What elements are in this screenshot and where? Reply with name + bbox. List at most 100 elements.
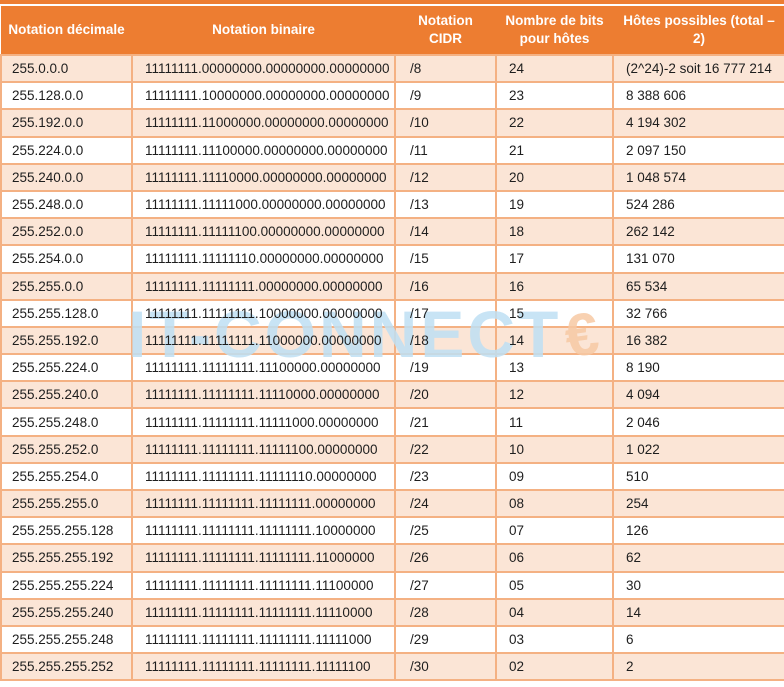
table-top-border	[0, 0, 784, 4]
subnet-mask-table: Notation décimale Notation binaire Notat…	[0, 6, 784, 682]
cell-notation-binaire: 11111111.11111111.00000000.00000000	[131, 271, 396, 301]
table-row: 255.255.255.224 11111111.11111111.111111…	[0, 570, 784, 600]
header-notation-cidr: Notation CIDR	[395, 6, 496, 55]
table-row: 255.255.255.128 11111111.11111111.111111…	[0, 516, 784, 546]
cell-notation-decimale: 255.128.0.0	[0, 81, 133, 111]
cell-hotes-possibles: 126	[612, 516, 784, 546]
cell-notation-decimale: 255.255.255.192	[0, 543, 133, 573]
cell-hotes-possibles: 4 094	[612, 380, 784, 410]
cell-notation-cidr: /30	[394, 652, 497, 682]
cell-bits-hotes: 23	[495, 81, 614, 111]
cell-notation-decimale: 255.255.255.248	[0, 624, 133, 655]
cell-bits-hotes: 05	[495, 570, 614, 600]
cell-hotes-possibles: (2^24)-2 soit 16 777 214	[612, 53, 784, 84]
cell-notation-decimale: 255.255.255.224	[0, 570, 133, 600]
cell-notation-decimale: 255.192.0.0	[0, 108, 133, 138]
cell-notation-cidr: /22	[394, 434, 497, 464]
cell-hotes-possibles: 2 046	[612, 407, 784, 437]
cell-notation-cidr: /18	[394, 325, 497, 356]
table-row: 255.255.255.248 11111111.11111111.111111…	[0, 624, 784, 655]
cell-notation-decimale: 255.254.0.0	[0, 244, 133, 274]
cell-hotes-possibles: 254	[612, 488, 784, 519]
cell-notation-binaire: 11111111.11111111.10000000.00000000	[131, 298, 396, 328]
cell-notation-binaire: 11111111.11111111.11111111.11111100	[131, 652, 396, 682]
cell-hotes-possibles: 65 534	[612, 271, 784, 301]
cell-notation-binaire: 11111111.11111111.11111000.00000000	[131, 407, 396, 437]
cell-bits-hotes: 14	[495, 325, 614, 356]
cell-notation-decimale: 255.255.240.0	[0, 380, 133, 410]
table-row: 255.255.252.0 11111111.11111111.11111100…	[0, 434, 784, 464]
header-row: Notation décimale Notation binaire Notat…	[1, 6, 784, 55]
table-row: 255.128.0.0 11111111.10000000.00000000.0…	[0, 81, 784, 111]
cell-notation-binaire: 11111111.00000000.00000000.00000000	[131, 53, 396, 84]
cell-hotes-possibles: 1 022	[612, 434, 784, 464]
cell-bits-hotes: 13	[495, 353, 614, 383]
cell-notation-binaire: 11111111.11111111.11111111.11100000	[131, 570, 396, 600]
table-row: 255.255.255.252 11111111.11111111.111111…	[0, 652, 784, 682]
cell-bits-hotes: 16	[495, 271, 614, 301]
header-bits-hotes: Nombre de bits pour hôtes	[496, 6, 613, 55]
cell-bits-hotes: 06	[495, 543, 614, 573]
cell-notation-binaire: 11111111.11100000.00000000.00000000	[131, 135, 396, 165]
cell-notation-binaire: 11111111.11111111.11111100.00000000	[131, 434, 396, 464]
cell-bits-hotes: 04	[495, 597, 614, 627]
cell-notation-binaire: 11111111.11000000.00000000.00000000	[131, 108, 396, 138]
cell-bits-hotes: 10	[495, 434, 614, 464]
cell-bits-hotes: 12	[495, 380, 614, 410]
cell-notation-cidr: /25	[394, 516, 497, 546]
cell-notation-cidr: /15	[394, 244, 497, 274]
table-row: 255.255.240.0 11111111.11111111.11110000…	[0, 380, 784, 410]
cell-notation-decimale: 255.255.255.240	[0, 597, 133, 627]
cell-bits-hotes: 11	[495, 407, 614, 437]
table-row: 255.248.0.0 11111111.11111000.00000000.0…	[0, 189, 784, 220]
cell-notation-binaire: 11111111.11111110.00000000.00000000	[131, 244, 396, 274]
cell-notation-decimale: 255.255.248.0	[0, 407, 133, 437]
cell-hotes-possibles: 2	[612, 652, 784, 682]
cell-bits-hotes: 09	[495, 461, 614, 492]
cell-notation-binaire: 11111111.11111000.00000000.00000000	[131, 189, 396, 220]
table-row: 255.192.0.0 11111111.11000000.00000000.0…	[0, 108, 784, 138]
cell-notation-decimale: 255.255.252.0	[0, 434, 133, 464]
cell-notation-cidr: /28	[394, 597, 497, 627]
cell-notation-cidr: /8	[394, 53, 497, 84]
cell-notation-binaire: 11111111.11111111.11111111.11110000	[131, 597, 396, 627]
cell-notation-decimale: 255.255.255.128	[0, 516, 133, 546]
cell-bits-hotes: 02	[495, 652, 614, 682]
cell-notation-cidr: /10	[394, 108, 497, 138]
table-row: 255.224.0.0 11111111.11100000.00000000.0…	[0, 135, 784, 165]
cell-notation-cidr: /9	[394, 81, 497, 111]
cell-notation-cidr: /12	[394, 162, 497, 192]
table-row: 255.255.248.0 11111111.11111111.11111000…	[0, 407, 784, 437]
header-hotes-possibles: Hôtes possibles (total – 2)	[613, 6, 784, 55]
cell-notation-cidr: /20	[394, 380, 497, 410]
cell-hotes-possibles: 8 190	[612, 353, 784, 383]
header-notation-decimale: Notation décimale	[1, 6, 132, 55]
cell-notation-cidr: /16	[394, 271, 497, 301]
table-row: 255.255.255.192 11111111.11111111.111111…	[0, 543, 784, 573]
cell-notation-cidr: /23	[394, 461, 497, 492]
cell-notation-cidr: /29	[394, 624, 497, 655]
cell-notation-binaire: 11111111.11111111.11111111.10000000	[131, 516, 396, 546]
cell-notation-decimale: 255.255.224.0	[0, 353, 133, 383]
cell-bits-hotes: 17	[495, 244, 614, 274]
cell-notation-binaire: 11111111.11110000.00000000.00000000	[131, 162, 396, 192]
table-header: Notation décimale Notation binaire Notat…	[1, 6, 784, 55]
cell-notation-decimale: 255.255.192.0	[0, 325, 133, 356]
cell-notation-cidr: /14	[394, 217, 497, 247]
cell-notation-binaire: 11111111.11111111.11110000.00000000	[131, 380, 396, 410]
cell-bits-hotes: 15	[495, 298, 614, 328]
cell-notation-binaire: 11111111.11111111.11111110.00000000	[131, 461, 396, 492]
cell-bits-hotes: 19	[495, 189, 614, 220]
cell-notation-decimale: 255.255.128.0	[0, 298, 133, 328]
cell-notation-cidr: /27	[394, 570, 497, 600]
cell-notation-decimale: 255.255.255.252	[0, 652, 133, 682]
table-row: 255.255.254.0 11111111.11111111.11111110…	[0, 461, 784, 492]
table-row: 255.254.0.0 11111111.11111110.00000000.0…	[0, 244, 784, 274]
cell-bits-hotes: 21	[495, 135, 614, 165]
cell-notation-decimale: 255.240.0.0	[0, 162, 133, 192]
cell-hotes-possibles: 30	[612, 570, 784, 600]
cell-hotes-possibles: 62	[612, 543, 784, 573]
cell-notation-cidr: /11	[394, 135, 497, 165]
cell-hotes-possibles: 16 382	[612, 325, 784, 356]
cell-bits-hotes: 24	[495, 53, 614, 84]
